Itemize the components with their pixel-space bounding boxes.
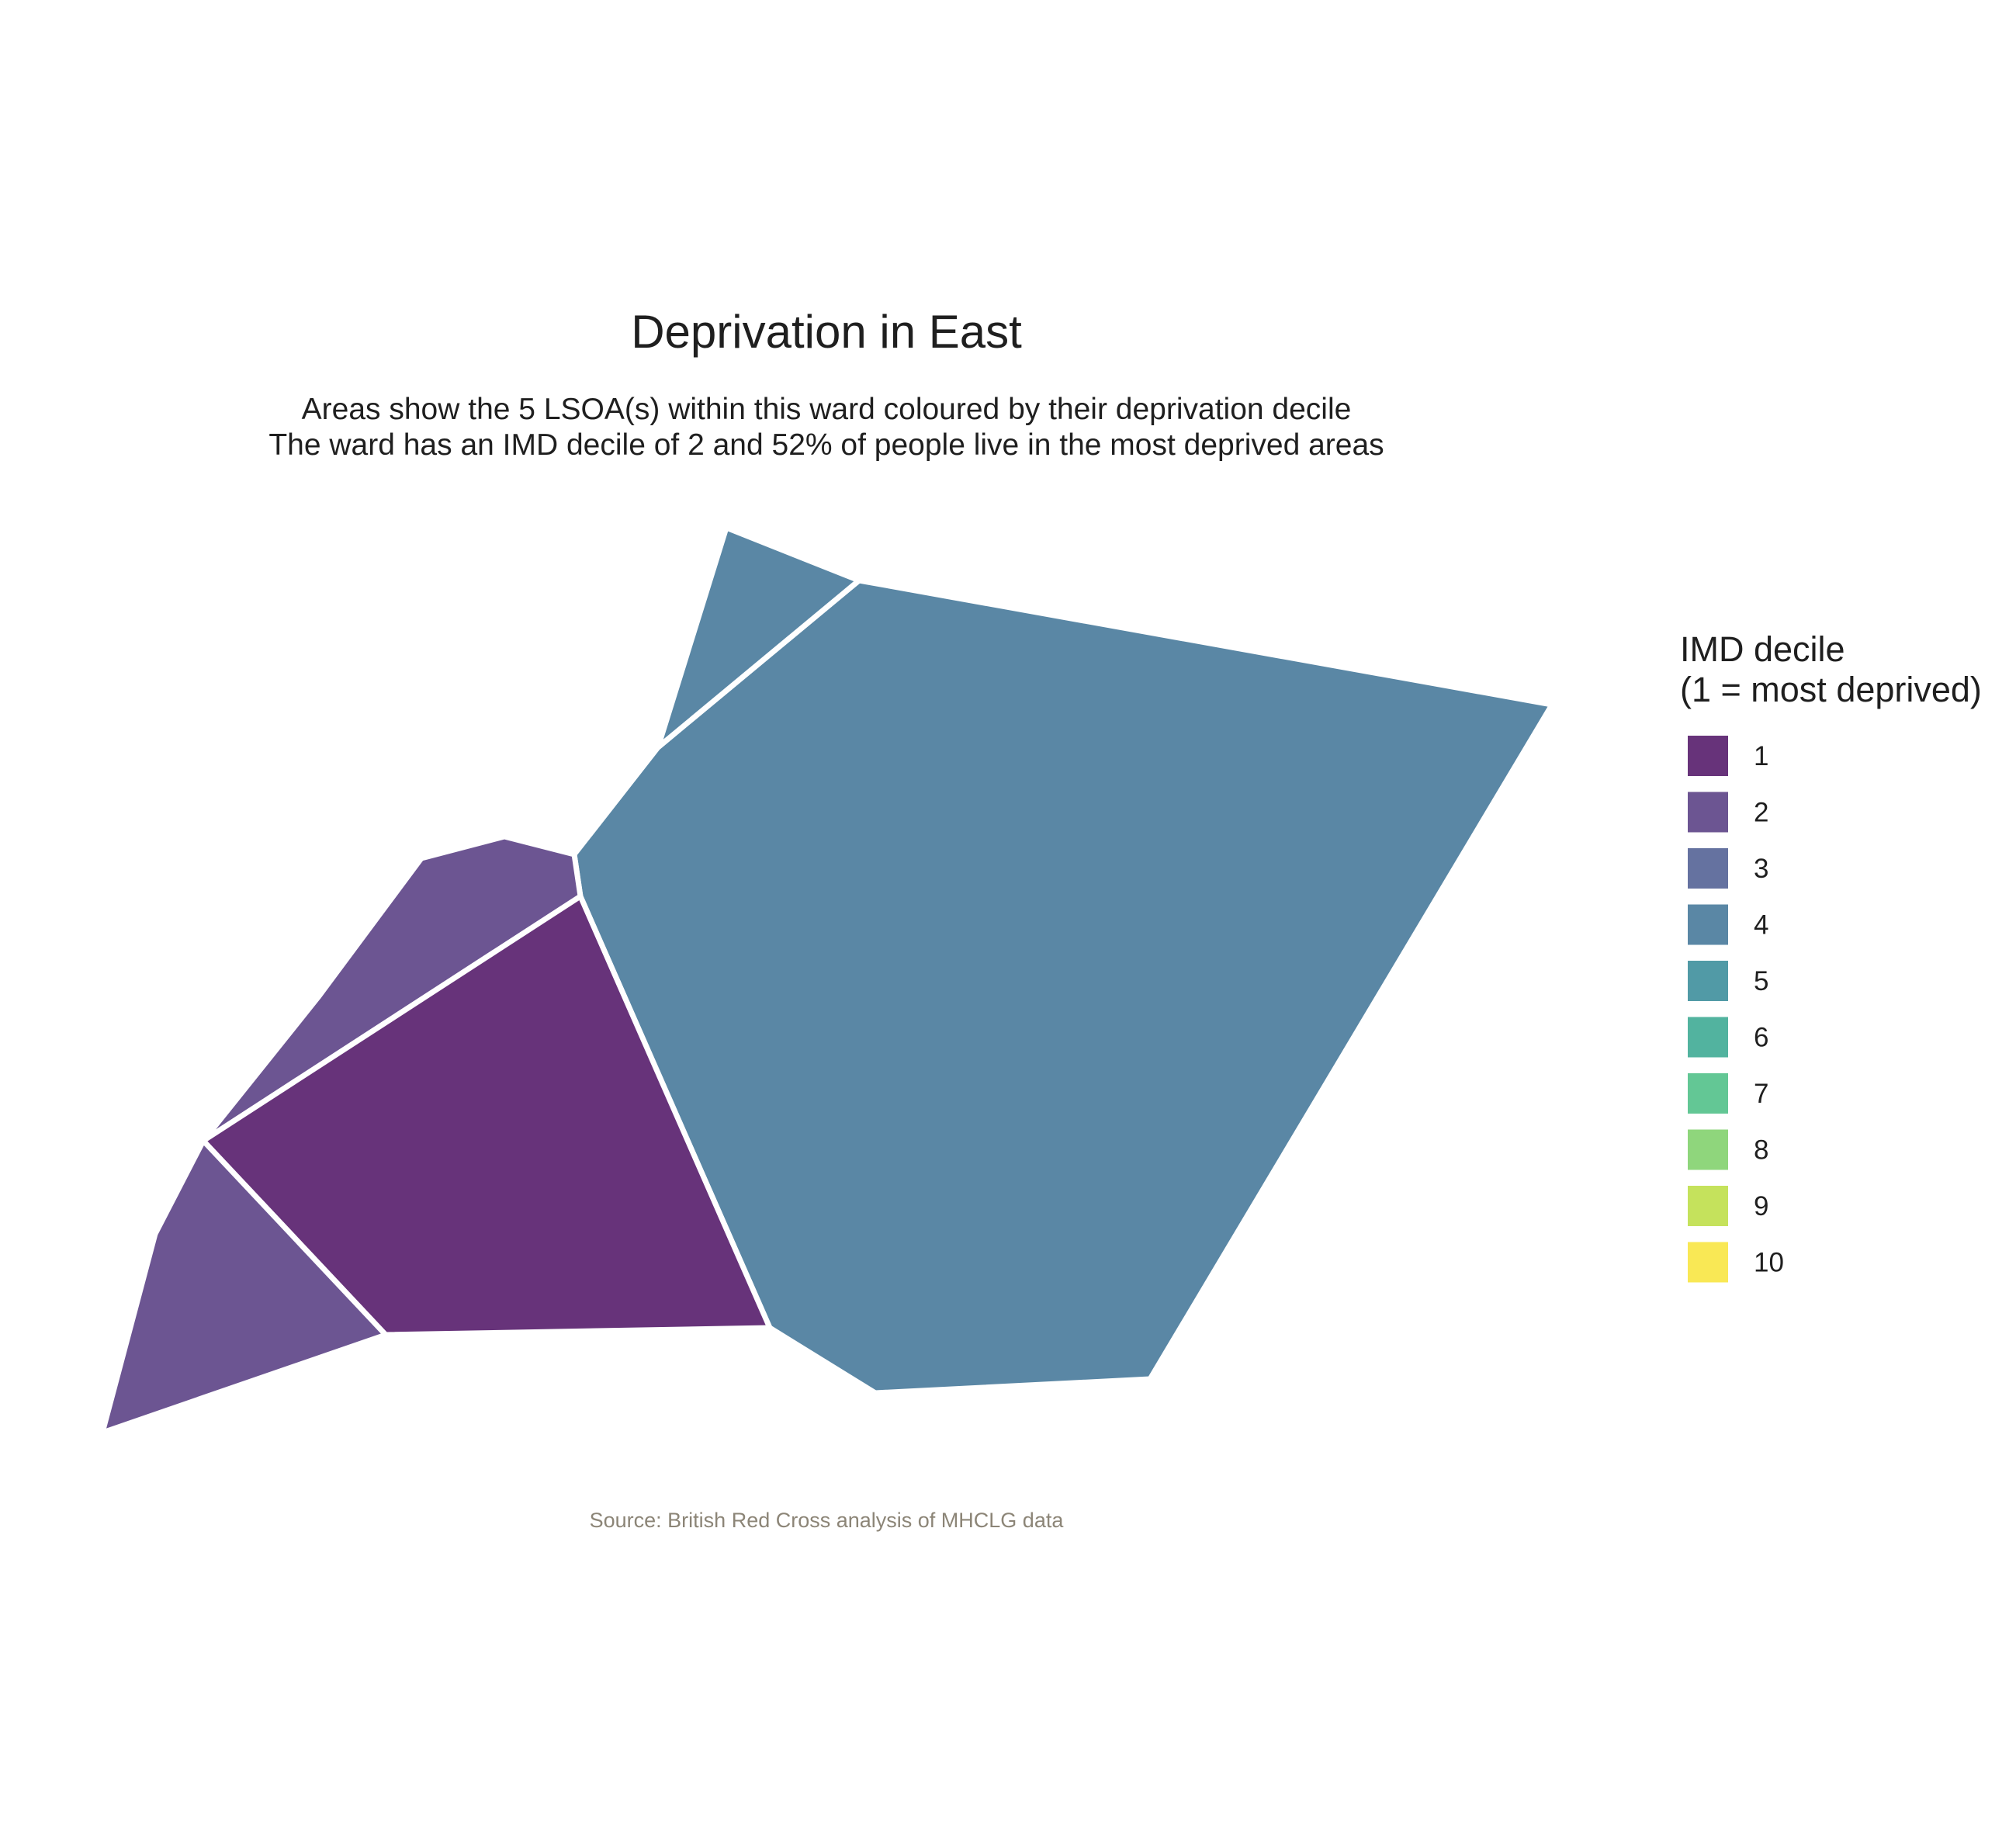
legend-title-line-1: IMD decile [1680, 629, 1845, 669]
map-title: Deprivation in East [631, 306, 1022, 358]
source-caption: Source: British Red Cross analysis of MH… [590, 1509, 1065, 1532]
legend-label-5: 5 [1754, 966, 1768, 996]
legend-label-7: 7 [1754, 1079, 1768, 1109]
legend-items: 1 2 3 4 5 6 7 8 9 10 [1688, 736, 1784, 1283]
legend-key-1 [1688, 736, 1728, 776]
legend-label-8: 8 [1754, 1135, 1768, 1166]
legend-label-9: 9 [1754, 1191, 1768, 1221]
legend-key-5 [1688, 961, 1728, 1001]
legend-label-3: 3 [1754, 854, 1768, 884]
map-areas [99, 525, 1555, 1436]
legend-key-2 [1688, 792, 1728, 833]
legend-key-8 [1688, 1129, 1728, 1170]
map-subtitle-line-1: Areas show the 5 LSOA(s) within this war… [302, 393, 1352, 426]
legend-key-6 [1688, 1017, 1728, 1058]
legend-key-10 [1688, 1242, 1728, 1283]
legend-title-line-2: (1 = most deprived) [1680, 670, 1982, 709]
map-subtitle-line-2: The ward has an IMD decile of 2 and 52% … [268, 428, 1384, 462]
legend-label-10: 10 [1754, 1248, 1784, 1278]
legend-key-3 [1688, 848, 1728, 889]
legend-key-7 [1688, 1073, 1728, 1114]
legend-label-1: 1 [1754, 741, 1768, 771]
legend-label-4: 4 [1754, 910, 1768, 941]
lsoa-area-5 [99, 1138, 389, 1436]
legend-label-2: 2 [1754, 798, 1768, 828]
legend-key-4 [1688, 904, 1728, 945]
lsoa-area-2 [655, 525, 862, 750]
legend-key-9 [1688, 1186, 1728, 1226]
legend-label-6: 6 [1754, 1023, 1768, 1053]
legend: IMD decile (1 = most deprived) 1 2 3 4 5 6 7 8 9… [1680, 629, 1982, 1283]
